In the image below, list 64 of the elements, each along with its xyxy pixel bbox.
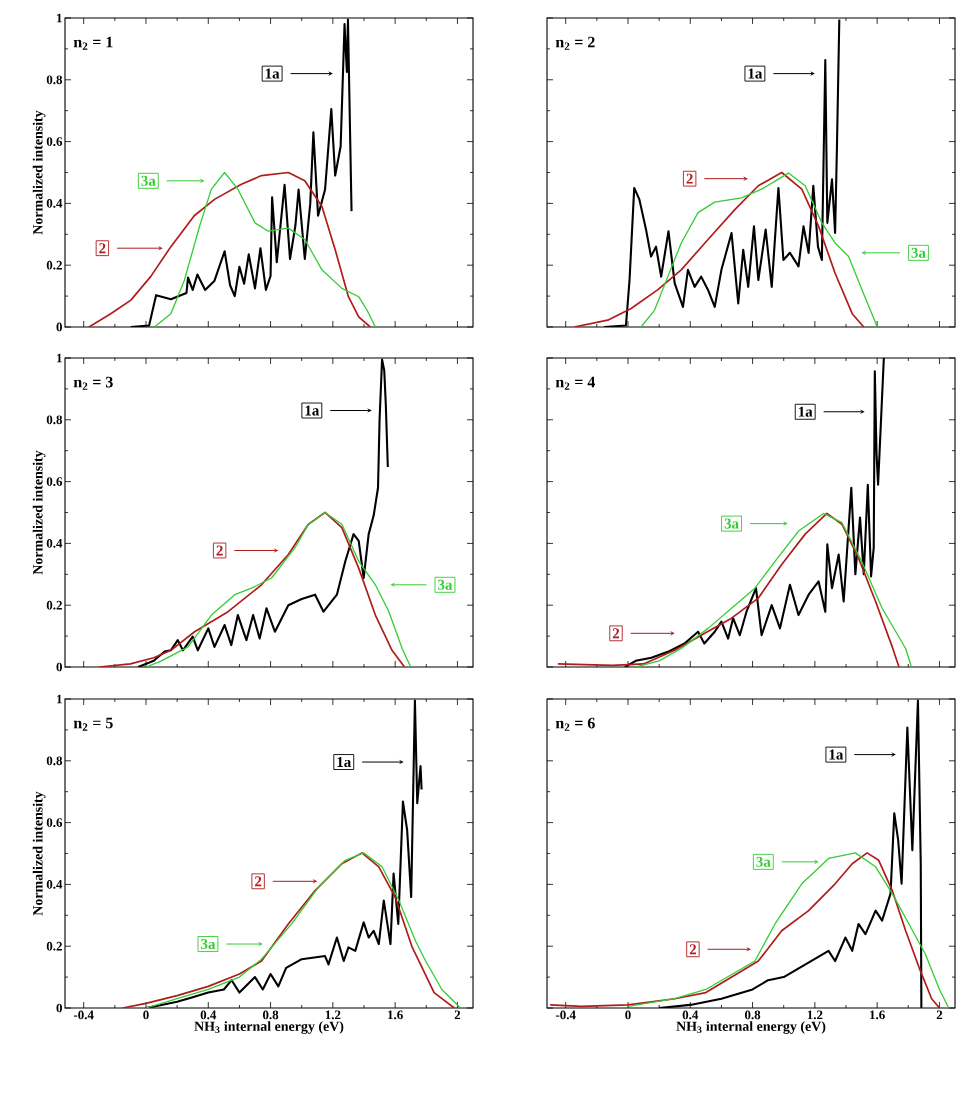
y-tick-label: 1 [57,694,62,704]
legend-label: 2 [254,876,262,887]
legend-label: 1a [748,68,763,79]
y-tick-label: 1 [57,353,62,363]
x-tick-label: 1.2 [325,1010,341,1020]
legend-label: 1a [305,405,320,416]
legend-label: 1a [265,68,280,79]
legend-label: 3a [201,939,216,950]
x-tick-label: -0.4 [73,1010,94,1020]
x-tick-label: 1.6 [388,1010,403,1020]
y-tick-label: 0.8 [46,756,63,766]
legend-label: 3a [756,856,771,867]
x-tick-label: 0 [143,1010,149,1020]
y-axis-title: Normalized intensity [32,450,46,575]
x-axis-title: NH$_{3}$ internal energy (eV) [676,1021,826,1034]
line-series [145,511,412,667]
legend-label: 2 [99,243,106,254]
legend-label: 2 [612,628,620,639]
y-tick-label: 0 [56,1003,62,1013]
legend-label: 3a [141,175,156,186]
legend-label: 1a [829,749,844,760]
x-tick-label: 2 [454,1010,461,1020]
line-series [88,171,372,327]
y-tick-label: 0.2 [46,260,62,270]
y-tick-label: 0 [56,322,62,332]
y-tick-label: 0.6 [46,818,63,827]
y-tick-label: 0.6 [46,137,63,146]
x-tick-label: 0.8 [262,1010,279,1020]
y-tick-label: 0.4 [46,539,63,548]
legend-label: 1a [337,757,351,768]
legend-label: 2 [689,944,697,955]
x-tick-label: 0.8 [744,1010,761,1020]
y-axis-title: Normalized intensity [32,791,46,916]
text: 3a [911,247,926,258]
y-tick-label: 0.4 [46,880,63,889]
x-tick-label: 1.6 [870,1010,885,1020]
x-tick-label: -0.4 [555,1010,576,1020]
legend-label: 1a [798,406,813,417]
legend-label: 2 [686,173,693,184]
y-tick-label: 0 [56,662,62,672]
x-axis-title: NH$_{3}$ internal energy (eV) [194,1021,344,1034]
text: n$_{2}$ = 1 [73,36,113,50]
y-tick-label: 0.2 [46,600,62,610]
y-tick-label: 1 [57,13,62,23]
x-tick-label: 1.2 [807,1010,823,1020]
y-tick-label: 0.6 [46,477,63,486]
y-tick-label: 0.4 [46,198,63,208]
x-tick-label: 2 [936,1010,943,1020]
line-series [98,511,406,667]
y-tick-label: 0.8 [46,415,63,425]
legend-label: 3a [724,518,739,529]
text: n$_{2}$ = 4 [555,376,596,390]
x-tick-label: 0.4 [200,1010,217,1020]
legend-label: 2 [216,545,223,556]
y-tick-label: 0.2 [46,941,62,951]
text: n$_{2}$ = 2 [555,36,595,50]
text: n$_{2}$ = 6 [555,717,595,731]
text: n$_{2}$ = 5 [73,717,113,731]
text: n$_{2}$ = 3 [73,376,113,390]
y-axis-title: Normalized intensity [32,110,46,235]
text: 3a [438,579,453,590]
x-tick-label: 0.4 [682,1010,699,1020]
x-tick-label: 0 [625,1010,631,1020]
y-tick-label: 0.8 [46,75,63,85]
